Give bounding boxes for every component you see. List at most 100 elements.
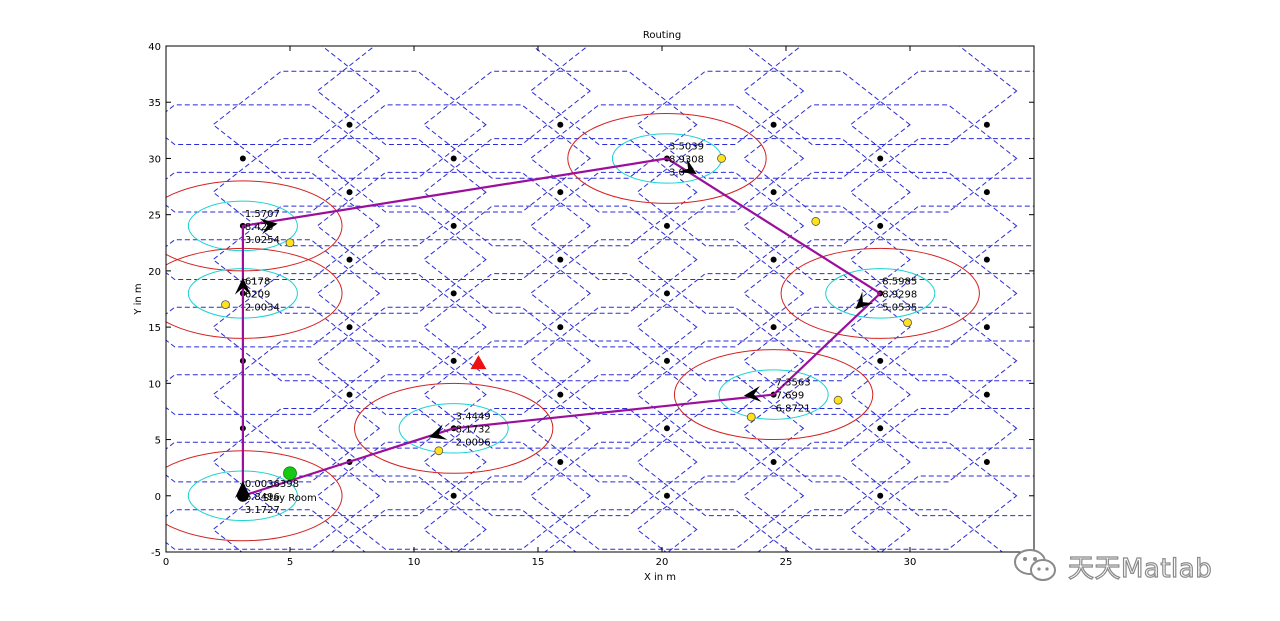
start-point-marker — [283, 466, 297, 481]
cell-value-label: 3.1727 — [245, 505, 280, 516]
cell-center-point — [450, 357, 457, 364]
cell-center-point — [663, 290, 670, 297]
hex-cell — [742, 441, 1018, 550]
cell-center-point — [346, 121, 353, 128]
x-tick-label: 0 — [163, 557, 169, 568]
y-tick-label: 10 — [148, 379, 161, 390]
hex-cell — [636, 408, 911, 517]
hex-cell — [316, 104, 591, 213]
coverage-circle-inner — [718, 369, 829, 420]
cell-value-label: 0.0036398 — [245, 479, 299, 490]
cell-center-point — [557, 459, 564, 466]
coverage-circle-outer — [567, 112, 767, 204]
hex-cell — [529, 441, 805, 550]
hex-cell — [212, 205, 487, 314]
y-tick-label: -5 — [151, 548, 161, 559]
cell-center-point — [770, 459, 777, 466]
y-tick-label: 30 — [148, 154, 161, 165]
route-arrowhead — [855, 291, 874, 310]
cell-center-point — [770, 256, 777, 263]
x-tick-label: 30 — [904, 557, 917, 568]
hex-cell — [166, 104, 381, 213]
cell-center-point — [346, 189, 353, 196]
hex-cell — [423, 205, 698, 314]
cell-center-point — [450, 290, 457, 297]
hex-cell — [742, 239, 1018, 348]
user-marker — [434, 446, 444, 456]
y-tick-label: 0 — [155, 492, 161, 503]
cell-value-label: 2.0034 — [245, 302, 280, 313]
triangle-marker — [470, 355, 487, 370]
cell-center-point — [877, 357, 884, 364]
chart-title: Routing — [643, 30, 681, 41]
hex-cell — [529, 239, 805, 348]
cell-center-point — [983, 189, 990, 196]
annotation-label: Stay Room — [263, 493, 317, 504]
x-tick-label: 10 — [408, 557, 421, 568]
user-marker — [285, 238, 295, 248]
hex-cell — [166, 171, 381, 280]
hex-cell — [166, 374, 381, 483]
cell-center-point — [557, 121, 564, 128]
cell-center-point — [663, 425, 670, 432]
y-tick-label: 35 — [148, 98, 161, 109]
y-axis-label: Y in m — [133, 283, 144, 315]
cell-value-label: 8.425 — [245, 222, 274, 233]
watermark-text: 天天Matlab — [1067, 553, 1213, 584]
x-tick-label: 20 — [656, 557, 669, 568]
cell-value-labels: 0.0036398 6.8496 3.1727 3.4449 8.1732 2.0096 7… — [245, 141, 917, 515]
route-arrowhead — [234, 277, 251, 295]
cell-value-label: 8.9298 — [882, 289, 917, 300]
cell-center-point — [983, 459, 990, 466]
cell-center-point — [877, 425, 884, 432]
hex-cell — [636, 273, 911, 382]
hex-cell — [423, 70, 698, 179]
cell-center-point — [770, 121, 777, 128]
hex-cell — [316, 306, 591, 415]
hex-cell — [636, 475, 911, 552]
cell-value-label: 6.8721 — [776, 404, 811, 415]
hex-cell — [166, 441, 381, 550]
cell-value-label: 8.1732 — [456, 424, 491, 435]
cell-center-point — [346, 324, 353, 331]
hex-cell — [316, 374, 591, 483]
cell-center-point — [557, 189, 564, 196]
hex-cell — [636, 70, 911, 179]
cell-center-point — [663, 492, 670, 499]
axes-box — [165, 45, 1035, 553]
user-marker — [903, 318, 912, 328]
coverage-circle-outer — [780, 247, 980, 339]
hex-cell — [212, 408, 487, 517]
hex-cell — [316, 46, 591, 145]
hex-cell — [166, 46, 381, 145]
coverage-circle-outer — [673, 349, 874, 441]
hex-cell — [330, 509, 577, 552]
cell-value-label: 3.5039 — [669, 141, 704, 152]
cell-center-point — [983, 256, 990, 263]
cell-center-point — [983, 391, 990, 398]
hex-cell — [166, 239, 381, 348]
cell-center-point — [983, 324, 990, 331]
cell-center-point — [770, 189, 777, 196]
hex-cell — [166, 306, 381, 415]
coverage-circle-outer — [353, 382, 554, 474]
hex-cell — [423, 408, 698, 517]
cell-value-label: 3.0254 — [245, 235, 280, 246]
user-marker — [717, 154, 726, 163]
cell-center-point — [663, 222, 670, 229]
cell-value-label: 6.8496 — [245, 492, 280, 503]
hex-cell — [316, 441, 591, 550]
hex-cell — [636, 340, 911, 449]
cell-value-label: 2.0096 — [456, 437, 491, 448]
cell-center-point — [346, 391, 353, 398]
plot-area — [166, 46, 1034, 552]
cell-center-point — [450, 492, 457, 499]
hex-cell — [423, 340, 698, 449]
cell-center-point — [877, 155, 884, 162]
route-arrowhead — [678, 158, 697, 175]
hex-cell — [212, 70, 487, 179]
y-tick-label: 20 — [148, 267, 161, 278]
cell-center-point — [877, 492, 884, 499]
hex-cell — [742, 104, 1018, 213]
